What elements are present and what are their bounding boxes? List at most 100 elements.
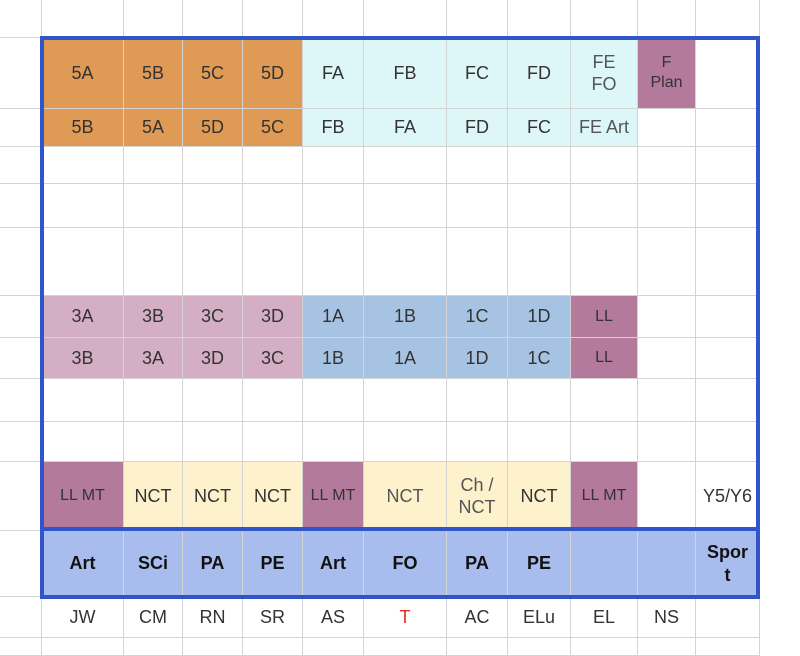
timetable-cell[interactable]: 3C bbox=[183, 296, 243, 338]
timetable-cell[interactable]: FO bbox=[364, 531, 447, 597]
sheet-cell[interactable] bbox=[0, 531, 42, 597]
timetable-cell[interactable]: 5B bbox=[42, 109, 124, 147]
sheet-cell[interactable] bbox=[243, 379, 303, 422]
timetable-cell[interactable]: Y5/Y6 bbox=[696, 462, 760, 531]
sheet-cell[interactable] bbox=[508, 0, 571, 38]
timetable-cell[interactable]: NCT bbox=[243, 462, 303, 531]
sheet-cell[interactable] bbox=[696, 228, 760, 296]
sheet-cell[interactable] bbox=[696, 597, 760, 638]
sheet-cell[interactable] bbox=[447, 147, 508, 184]
sheet-cell[interactable] bbox=[696, 109, 760, 147]
sheet-cell[interactable] bbox=[571, 147, 638, 184]
sheet-cell[interactable] bbox=[124, 422, 183, 462]
sheet-cell[interactable] bbox=[303, 638, 364, 656]
timetable-cell[interactable]: 3A bbox=[124, 338, 183, 379]
sheet-cell[interactable] bbox=[447, 379, 508, 422]
sheet-cell[interactable] bbox=[0, 228, 42, 296]
sheet-cell[interactable] bbox=[696, 379, 760, 422]
timetable-cell[interactable]: SCi bbox=[124, 531, 183, 597]
sheet-cell[interactable] bbox=[124, 379, 183, 422]
timetable-cell[interactable]: PE bbox=[508, 531, 571, 597]
sheet-cell[interactable] bbox=[243, 147, 303, 184]
sheet-cell[interactable] bbox=[0, 338, 42, 379]
sheet-cell[interactable] bbox=[124, 147, 183, 184]
timetable-cell[interactable]: 1C bbox=[508, 338, 571, 379]
sheet-cell[interactable] bbox=[0, 184, 42, 228]
sheet-cell[interactable] bbox=[508, 228, 571, 296]
sheet-cell[interactable] bbox=[364, 184, 447, 228]
timetable-cell[interactable]: FC bbox=[447, 38, 508, 109]
sheet-cell[interactable] bbox=[303, 184, 364, 228]
sheet-cell[interactable] bbox=[183, 147, 243, 184]
timetable-cell[interactable]: NCT bbox=[124, 462, 183, 531]
sheet-cell[interactable] bbox=[696, 184, 760, 228]
sheet-cell[interactable] bbox=[243, 422, 303, 462]
timetable-cell[interactable]: NS bbox=[638, 597, 696, 638]
sheet-cell[interactable] bbox=[183, 638, 243, 656]
timetable-cell[interactable]: 1A bbox=[303, 296, 364, 338]
sheet-cell[interactable] bbox=[638, 296, 696, 338]
sheet-cell[interactable] bbox=[571, 0, 638, 38]
timetable-cell[interactable]: FE Art bbox=[571, 109, 638, 147]
sheet-cell[interactable] bbox=[42, 147, 124, 184]
sheet-cell[interactable] bbox=[303, 379, 364, 422]
sheet-cell[interactable] bbox=[447, 0, 508, 38]
timetable-cell[interactable]: 5A bbox=[124, 109, 183, 147]
timetable-cell[interactable]: FE FO bbox=[571, 38, 638, 109]
timetable-cell[interactable]: PA bbox=[183, 531, 243, 597]
timetable-cell[interactable]: Art bbox=[42, 531, 124, 597]
sheet-cell[interactable] bbox=[364, 228, 447, 296]
timetable-cell[interactable]: LL bbox=[571, 338, 638, 379]
sheet-cell[interactable] bbox=[447, 228, 508, 296]
sheet-cell[interactable] bbox=[571, 638, 638, 656]
sheet-cell[interactable] bbox=[696, 147, 760, 184]
sheet-cell[interactable] bbox=[571, 184, 638, 228]
timetable-cell[interactable]: 3C bbox=[243, 338, 303, 379]
sheet-cell[interactable] bbox=[0, 0, 42, 38]
sheet-cell[interactable] bbox=[447, 638, 508, 656]
sheet-cell[interactable] bbox=[183, 0, 243, 38]
sheet-cell[interactable] bbox=[124, 638, 183, 656]
timetable-cell[interactable]: FA bbox=[303, 38, 364, 109]
sheet-cell[interactable] bbox=[0, 422, 42, 462]
timetable-cell[interactable]: 3D bbox=[243, 296, 303, 338]
timetable-cell[interactable]: LL bbox=[571, 296, 638, 338]
sheet-cell[interactable] bbox=[638, 379, 696, 422]
timetable-cell[interactable]: 1B bbox=[364, 296, 447, 338]
timetable-cell[interactable]: JW bbox=[42, 597, 124, 638]
timetable-cell[interactable]: 1A bbox=[364, 338, 447, 379]
timetable-cell[interactable]: 3B bbox=[124, 296, 183, 338]
timetable-cell[interactable]: FD bbox=[447, 109, 508, 147]
timetable-cell[interactable]: F Plan bbox=[638, 38, 696, 109]
sheet-cell[interactable] bbox=[0, 638, 42, 656]
sheet-cell[interactable] bbox=[696, 38, 760, 109]
sheet-cell[interactable] bbox=[124, 184, 183, 228]
timetable-cell[interactable]: SR bbox=[243, 597, 303, 638]
sheet-cell[interactable] bbox=[124, 0, 183, 38]
timetable-cell[interactable]: RN bbox=[183, 597, 243, 638]
sheet-cell[interactable] bbox=[243, 184, 303, 228]
timetable-cell[interactable]: FB bbox=[303, 109, 364, 147]
sheet-cell[interactable] bbox=[42, 228, 124, 296]
sheet-cell[interactable] bbox=[183, 379, 243, 422]
timetable-cell[interactable]: 5C bbox=[183, 38, 243, 109]
sheet-cell[interactable] bbox=[571, 379, 638, 422]
sheet-cell[interactable] bbox=[42, 422, 124, 462]
timetable-cell[interactable]: 5D bbox=[243, 38, 303, 109]
timetable-cell[interactable] bbox=[638, 531, 696, 597]
sheet-cell[interactable] bbox=[571, 422, 638, 462]
sheet-cell[interactable] bbox=[638, 0, 696, 38]
timetable-cell[interactable]: 5D bbox=[183, 109, 243, 147]
timetable-cell[interactable]: Ch / NCT bbox=[447, 462, 508, 531]
sheet-cell[interactable] bbox=[638, 228, 696, 296]
sheet-cell[interactable] bbox=[696, 338, 760, 379]
timetable-cell[interactable]: 5B bbox=[124, 38, 183, 109]
sheet-cell[interactable] bbox=[42, 184, 124, 228]
timetable-cell[interactable]: PA bbox=[447, 531, 508, 597]
sheet-cell[interactable] bbox=[0, 379, 42, 422]
timetable-cell[interactable]: LL MT bbox=[42, 462, 124, 531]
timetable-cell[interactable]: AC bbox=[447, 597, 508, 638]
sheet-cell[interactable] bbox=[364, 0, 447, 38]
sheet-cell[interactable] bbox=[0, 597, 42, 638]
timetable-cell[interactable]: 1B bbox=[303, 338, 364, 379]
